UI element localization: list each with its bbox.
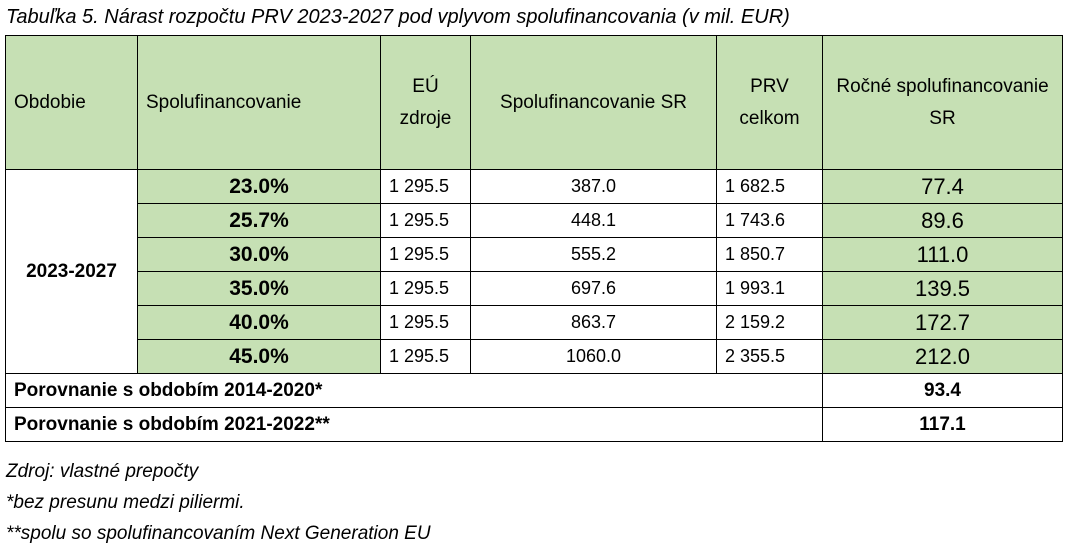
comparison-value: 93.4 [822, 373, 1063, 408]
data-cell: 2 159.2 [716, 305, 823, 340]
data-cell: 89.6 [822, 203, 1063, 238]
header-row: Obdobie Spolufinancovanie EÚ zdroje Spol… [5, 35, 1063, 170]
data-cell: 40.0% [137, 305, 381, 340]
header-cell: Ročné spolufinancovanie SR [822, 35, 1063, 170]
period-cell: 2023-2027 [5, 169, 138, 374]
comparison-label: Porovnanie s obdobím 2014-2020* [5, 373, 823, 408]
data-row: 35.0% 1 295.5 697.6 1 993.1 139.5 [6, 271, 1063, 306]
comparison-row: Porovnanie s obdobím 2014-2020* 93.4 [5, 373, 1063, 408]
data-cell: 25.7% [137, 203, 381, 238]
table-body: Obdobie Spolufinancovanie EÚ zdroje Spol… [5, 35, 1063, 442]
data-cell: 1 743.6 [716, 203, 823, 238]
header-cell: EÚ zdroje [380, 35, 471, 170]
data-cell: 1060.0 [470, 339, 717, 374]
data-cell: 863.7 [470, 305, 717, 340]
data-cell: 1 295.5 [380, 339, 471, 374]
comparison-label: Porovnanie s obdobím 2021-2022** [5, 407, 823, 442]
data-cell: 1 295.5 [380, 305, 471, 340]
data-cell: 1 295.5 [380, 271, 471, 306]
data-cell: 77.4 [822, 169, 1063, 204]
note: *bez presunu medzi piliermi. [6, 492, 245, 513]
data-cell: 1 682.5 [716, 169, 823, 204]
header-cell: Spolufinancovanie SR [470, 35, 717, 170]
data-cell: 172.7 [822, 305, 1063, 340]
note: **spolu so spolufinancovaním Next Genera… [6, 523, 431, 544]
data-cell: 212.0 [822, 339, 1063, 374]
data-cell: 387.0 [470, 169, 717, 204]
data-cell: 1 993.1 [716, 271, 823, 306]
header-cell: PRV celkom [716, 35, 823, 170]
data-cell: 30.0% [137, 237, 381, 272]
data-cell: 139.5 [822, 271, 1063, 306]
header-cell: Obdobie [5, 35, 138, 170]
data-cell: 1 295.5 [380, 169, 471, 204]
header-cell: Spolufinancovanie [137, 35, 381, 170]
data-row: 25.7% 1 295.5 448.1 1 743.6 89.6 [6, 203, 1063, 238]
comparison-row: Porovnanie s obdobím 2021-2022** 117.1 [5, 407, 1063, 442]
table-title: Tabuľka 5. Nárast rozpočtu PRV 2023-2027… [6, 6, 790, 28]
data-cell: 111.0 [822, 237, 1063, 272]
data-cell: 555.2 [470, 237, 717, 272]
comparison-value: 117.1 [822, 407, 1063, 442]
data-cell: 23.0% [137, 169, 381, 204]
note: Zdroj: vlastné prepočty [6, 461, 199, 482]
data-cell: 1 850.7 [716, 237, 823, 272]
data-cell: 45.0% [137, 339, 381, 374]
data-cell: 448.1 [470, 203, 717, 238]
data-row: 45.0% 1 295.5 1060.0 2 355.5 212.0 [6, 339, 1063, 374]
budget-table: Obdobie Spolufinancovanie EÚ zdroje Spol… [5, 35, 1063, 442]
data-cell: 1 295.5 [380, 203, 471, 238]
notes: Zdroj: vlastné prepočty *bez presunu medz… [6, 456, 431, 549]
data-row: 30.0% 1 295.5 555.2 1 850.7 111.0 [6, 237, 1063, 272]
data-cell: 1 295.5 [380, 237, 471, 272]
data-cell: 35.0% [137, 271, 381, 306]
data-row: 2023-2027 23.0% 1 295.5 387.0 1 682.5 77.4 [5, 169, 1063, 374]
data-row: 40.0% 1 295.5 863.7 2 159.2 172.7 [6, 305, 1063, 340]
data-cell: 697.6 [470, 271, 717, 306]
data-cell: 2 355.5 [716, 339, 823, 374]
